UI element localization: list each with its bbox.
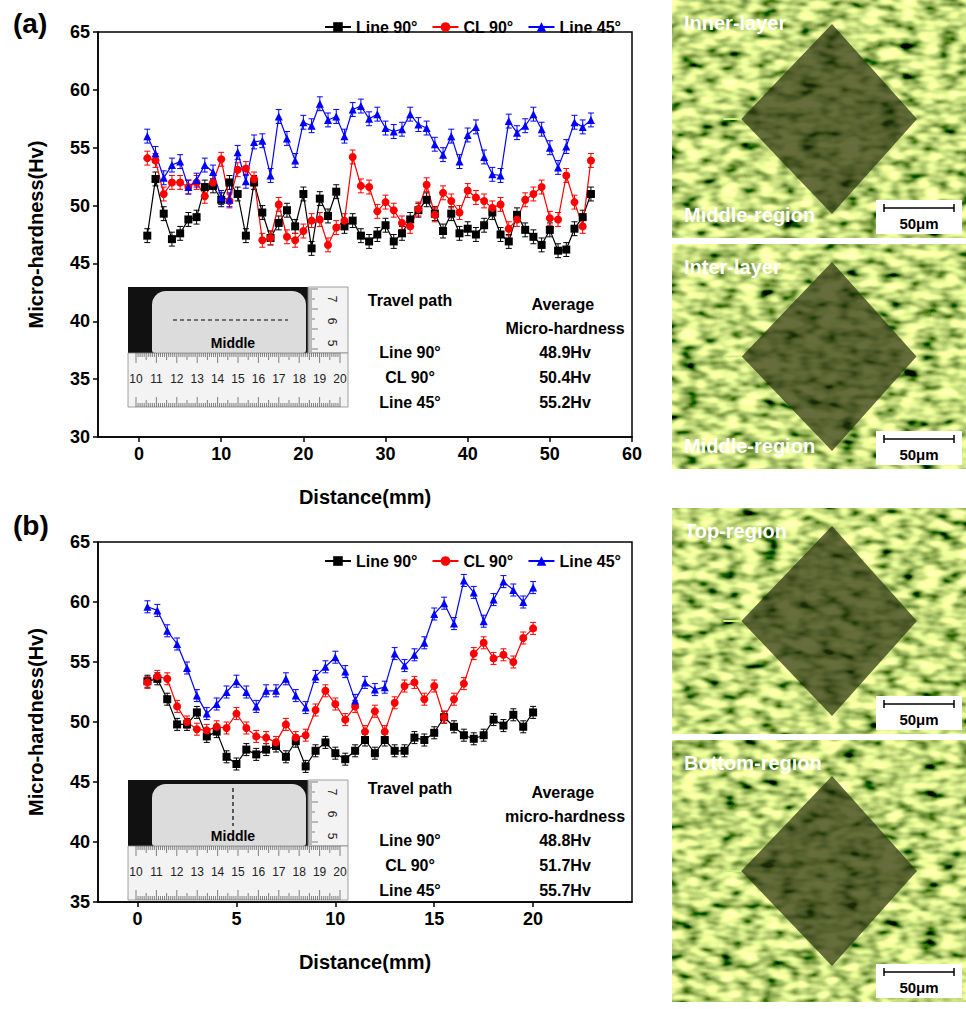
svg-text:Line 45°: Line 45° [379,394,441,411]
svg-text:15: 15 [231,372,245,386]
svg-text:13: 13 [191,865,205,879]
svg-text:35: 35 [70,892,90,912]
svg-text:0: 0 [133,909,143,929]
svg-text:20: 20 [333,865,347,879]
svg-text:55.2Hv: 55.2Hv [539,394,591,411]
svg-text:45: 45 [70,253,90,273]
svg-text:Travel path: Travel path [368,292,452,309]
svg-text:20: 20 [293,444,313,464]
svg-text:10: 10 [325,909,345,929]
svg-text:(a): (a) [13,8,47,39]
svg-text:7: 7 [325,789,339,796]
svg-text:Average: Average [532,296,599,313]
svg-text:Inter-layer: Inter-layer [684,256,781,278]
svg-text:Middle-region: Middle-region [684,435,815,457]
svg-text:30: 30 [376,444,396,464]
svg-text:10: 10 [129,865,143,879]
svg-text:micro-hardness: micro-hardness [505,808,625,825]
svg-text:30: 30 [70,427,90,447]
svg-text:55.7Hv: 55.7Hv [539,882,591,899]
svg-text:Middle: Middle [211,828,256,844]
svg-text:Bottom-region: Bottom-region [684,752,822,774]
svg-text:CL 90°: CL 90° [464,19,514,36]
svg-text:5: 5 [231,909,241,929]
svg-text:18: 18 [293,372,307,386]
svg-text:17: 17 [272,865,286,879]
svg-text:16: 16 [252,865,266,879]
svg-text:Line 90°: Line 90° [379,832,441,849]
svg-text:19: 19 [313,865,327,879]
svg-text:5: 5 [325,833,339,840]
svg-text:6: 6 [325,318,339,325]
svg-text:16: 16 [252,372,266,386]
svg-text:50: 50 [70,196,90,216]
svg-text:Distance(mm): Distance(mm) [299,951,431,973]
svg-text:45: 45 [70,772,90,792]
svg-text:48.9Hv: 48.9Hv [539,344,591,361]
svg-text:10: 10 [129,372,143,386]
svg-text:5: 5 [325,340,339,347]
svg-text:Line 90°: Line 90° [356,553,418,570]
svg-text:0: 0 [134,444,144,464]
svg-text:19: 19 [313,372,327,386]
svg-text:48.8Hv: 48.8Hv [539,832,591,849]
svg-text:40: 40 [70,311,90,331]
svg-text:Middle-region: Middle-region [684,204,815,226]
svg-text:7: 7 [325,296,339,303]
svg-text:50μm: 50μm [899,215,938,232]
svg-text:50μm: 50μm [899,979,938,996]
svg-text:Micro-hardness(Hv): Micro-hardness(Hv) [25,141,47,329]
svg-text:11: 11 [150,372,163,386]
svg-text:Top-region: Top-region [684,520,787,542]
svg-text:Line 45°: Line 45° [559,553,621,570]
svg-text:Line 45°: Line 45° [379,882,441,899]
svg-text:12: 12 [170,865,184,879]
svg-text:18: 18 [293,865,307,879]
svg-text:50: 50 [540,444,560,464]
svg-text:(b): (b) [13,510,49,541]
svg-text:CL 90°: CL 90° [464,553,514,570]
svg-text:50.4Hv: 50.4Hv [539,369,591,386]
svg-text:Line 90°: Line 90° [379,344,441,361]
svg-text:20: 20 [333,372,347,386]
svg-text:55: 55 [70,652,90,672]
svg-text:65: 65 [70,532,90,552]
svg-text:51.7Hv: 51.7Hv [539,857,591,874]
svg-text:15: 15 [424,909,444,929]
svg-text:CL 90°: CL 90° [385,857,435,874]
svg-text:50μm: 50μm [899,711,938,728]
svg-text:50: 50 [70,712,90,732]
svg-text:60: 60 [622,444,642,464]
svg-text:Micro-hardness: Micro-hardness [505,320,624,337]
svg-text:20: 20 [523,909,543,929]
svg-text:13: 13 [191,372,205,386]
svg-text:Distance(mm): Distance(mm) [299,486,431,508]
svg-text:40: 40 [458,444,478,464]
svg-text:50μm: 50μm [899,446,938,463]
svg-text:CL 90°: CL 90° [385,369,435,386]
svg-text:Inner-layer: Inner-layer [684,12,786,34]
svg-text:60: 60 [70,592,90,612]
svg-text:11: 11 [150,865,163,879]
svg-text:14: 14 [211,372,225,386]
svg-text:65: 65 [70,22,90,42]
svg-text:Line 45°: Line 45° [559,19,621,36]
svg-text:15: 15 [231,865,245,879]
svg-text:10: 10 [211,444,231,464]
svg-text:6: 6 [325,811,339,818]
svg-text:17: 17 [272,372,286,386]
svg-text:55: 55 [70,138,90,158]
svg-text:12: 12 [170,372,184,386]
svg-text:14: 14 [211,865,225,879]
svg-text:Micro-hardness(Hv): Micro-hardness(Hv) [25,628,47,816]
svg-text:Average: Average [532,784,599,801]
svg-text:60: 60 [70,80,90,100]
svg-text:40: 40 [70,832,90,852]
svg-text:Middle: Middle [211,335,256,351]
svg-text:Line 90°: Line 90° [356,19,418,36]
svg-text:35: 35 [70,369,90,389]
svg-text:Travel path: Travel path [368,780,452,797]
